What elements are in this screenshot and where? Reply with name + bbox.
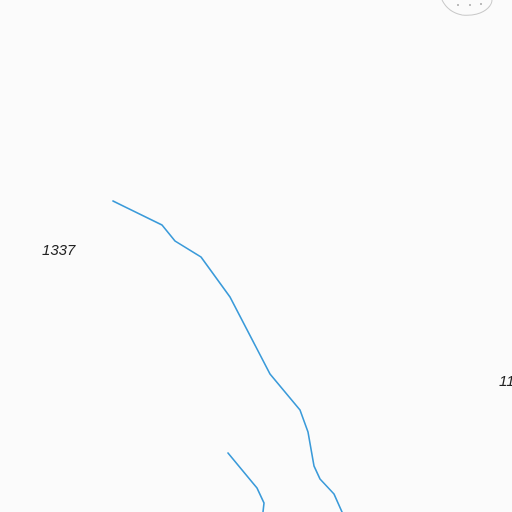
scrub-dot	[457, 4, 459, 6]
elevation-label: 1337	[42, 242, 76, 259]
scrub-dot	[469, 4, 471, 6]
elevation-label: 11	[499, 373, 512, 390]
scrub-dot	[480, 3, 482, 5]
